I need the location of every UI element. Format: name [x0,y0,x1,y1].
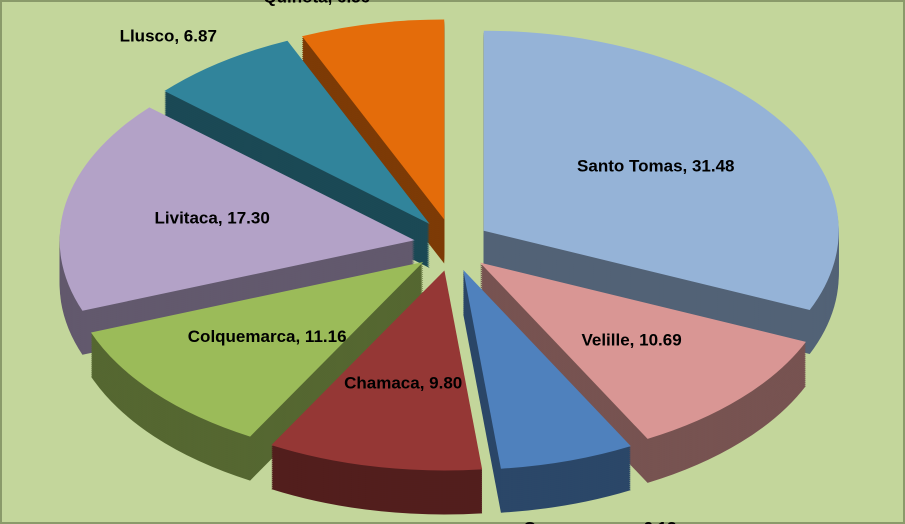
data-label: Santo Tomas, 31.48 [577,156,734,175]
data-label: Chamaca, 9.80 [344,374,462,393]
slice [271,270,483,471]
slice [479,262,806,439]
slice [59,107,415,311]
slice [164,40,430,224]
data-label: Llusco, 6.87 [120,26,217,45]
data-label: Velille, 10.69 [581,331,681,350]
slice [301,19,445,220]
slice [90,261,424,437]
data-label: Quiñota, 6.56 [263,0,370,6]
labels: Santo Tomas, 31.48 Velille, 10.69 Ccapacma… [120,0,735,524]
slice [463,269,631,469]
data-label: Colquemarca, 11.16 [188,327,347,346]
pie [59,19,839,515]
slice [483,30,839,310]
data-label: Ccapacmarca, 6.13 [523,518,676,524]
data-label: Livitaca, 17.30 [155,209,270,228]
